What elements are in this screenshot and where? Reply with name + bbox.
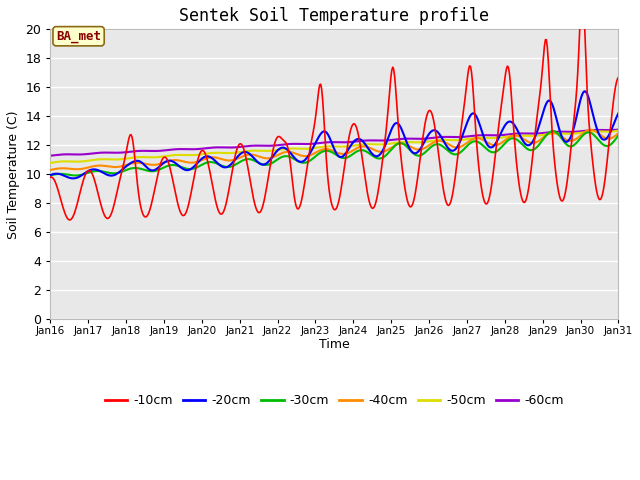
Text: BA_met: BA_met — [56, 30, 101, 43]
Y-axis label: Soil Temperature (C): Soil Temperature (C) — [7, 110, 20, 239]
X-axis label: Time: Time — [319, 337, 350, 350]
Legend: -10cm, -20cm, -30cm, -40cm, -50cm, -60cm: -10cm, -20cm, -30cm, -40cm, -50cm, -60cm — [100, 389, 569, 412]
Title: Sentek Soil Temperature profile: Sentek Soil Temperature profile — [179, 7, 490, 25]
